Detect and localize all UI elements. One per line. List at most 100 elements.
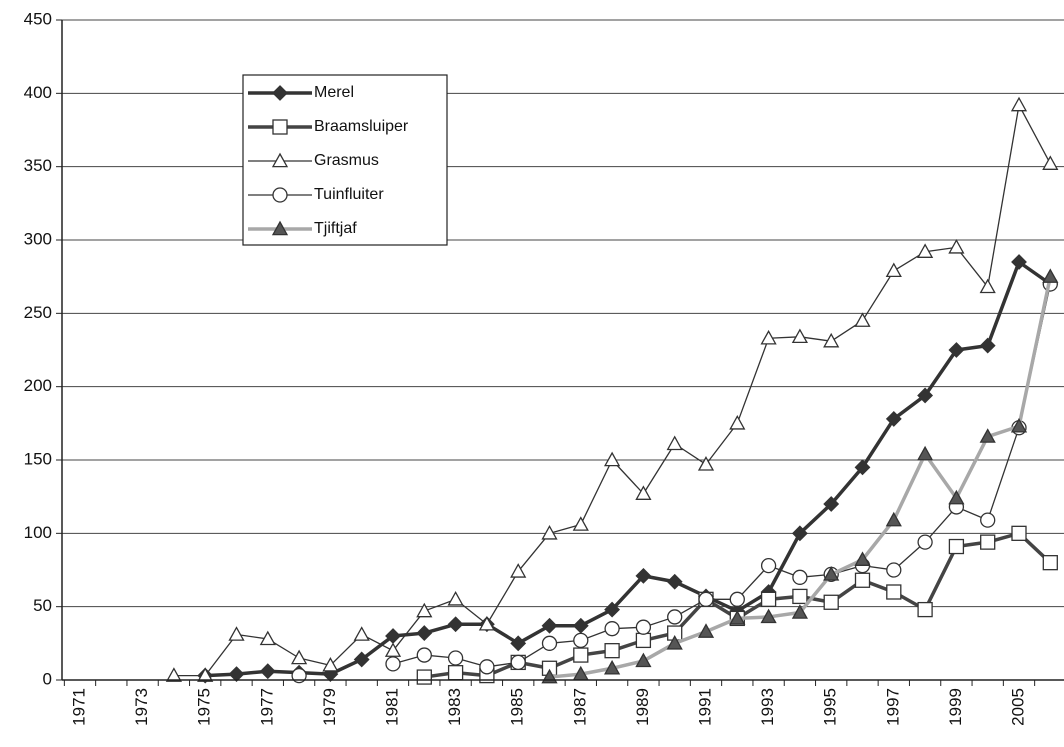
x-tick-label: 1983 (445, 688, 464, 726)
y-tick-label: 400 (24, 83, 52, 102)
marker (979, 278, 996, 294)
marker (979, 337, 996, 354)
y-tick-label: 100 (24, 523, 52, 542)
marker (353, 626, 370, 641)
x-tick-label: 2005 (1008, 688, 1027, 726)
marker (823, 594, 839, 610)
marker (604, 621, 620, 637)
x-tick-label: 1999 (946, 688, 965, 726)
y-tick-label: 50 (33, 596, 52, 615)
x-tick-label: 1973 (132, 688, 151, 726)
marker (416, 625, 433, 641)
marker (541, 524, 558, 540)
marker (1011, 525, 1027, 541)
marker (271, 220, 289, 236)
marker (917, 601, 933, 618)
y-tick-label: 200 (24, 376, 52, 395)
axes: 0 50 100 150 200 250 300 350 400 450 1971 1973 1975 1… (24, 9, 1064, 726)
y-tick-label: 450 (24, 9, 52, 28)
lines (165, 96, 1059, 685)
marker (698, 591, 714, 607)
legend-label: Braamsluiper (314, 118, 409, 135)
marker (353, 651, 370, 668)
marker (228, 666, 245, 683)
y-tick-label: 350 (24, 156, 52, 175)
marker (885, 411, 902, 427)
marker (635, 619, 652, 635)
x-tick-label: 1989 (633, 688, 652, 726)
marker (791, 604, 809, 619)
marker (259, 630, 276, 646)
y-tick-label: 0 (43, 669, 52, 688)
marker (729, 610, 746, 625)
marker (792, 588, 808, 605)
marker (572, 617, 589, 634)
marker (1011, 254, 1027, 270)
marker (272, 119, 288, 135)
marker (666, 573, 683, 590)
x-tick-label: 1991 (695, 688, 714, 726)
legend-label: Tjiftjaf (314, 220, 357, 237)
y-tick-label: 150 (24, 449, 52, 468)
series-line (205, 260, 1052, 678)
marker (604, 643, 620, 659)
marker (1042, 155, 1059, 170)
marker (416, 669, 432, 685)
marker (948, 342, 965, 358)
marker (1010, 96, 1028, 112)
y-tick-label: 250 (24, 303, 52, 322)
marker (760, 329, 777, 345)
marker (697, 623, 715, 638)
marker (823, 496, 840, 512)
x-tick-label: 1977 (257, 688, 276, 726)
marker (666, 435, 683, 451)
marker (259, 663, 276, 680)
marker (541, 617, 558, 634)
marker (854, 312, 871, 327)
marker (760, 591, 777, 607)
marker (917, 534, 933, 550)
x-tick-label: 1979 (320, 688, 339, 726)
x-tick-label: 1971 (69, 688, 88, 726)
x-tick-label: 1985 (508, 688, 527, 726)
marker (291, 667, 307, 684)
marker (1042, 268, 1059, 283)
legend-label: Tuinfluiter (314, 186, 384, 203)
marker (885, 262, 902, 278)
x-tick-label: 1995 (821, 688, 840, 726)
marker (573, 632, 589, 649)
marker (916, 445, 934, 461)
marker (572, 516, 589, 531)
marker (604, 601, 621, 618)
marker (478, 615, 496, 631)
marker (729, 414, 746, 430)
marker (980, 534, 996, 550)
marker (791, 328, 809, 344)
marker (635, 652, 652, 668)
marker (1010, 417, 1028, 433)
x-tick-label: 1993 (758, 688, 777, 726)
marker (290, 649, 308, 665)
marker (447, 665, 464, 681)
marker (165, 667, 183, 682)
marker (510, 635, 527, 652)
marker (322, 656, 339, 672)
marker (979, 428, 996, 443)
marker (635, 632, 652, 649)
marker (980, 512, 996, 528)
marker (384, 642, 402, 657)
marker (885, 511, 902, 527)
x-tick-label: 1997 (883, 688, 902, 726)
y-tick-label: 300 (24, 229, 52, 248)
marker (510, 654, 526, 671)
grid (62, 19, 1064, 681)
marker (416, 647, 432, 663)
marker (603, 451, 621, 467)
marker (479, 659, 495, 675)
legend-label: Grasmus (314, 152, 379, 169)
marker (447, 650, 464, 666)
legend-label: Merel (314, 84, 354, 101)
marker (667, 609, 683, 625)
marker (917, 387, 934, 404)
